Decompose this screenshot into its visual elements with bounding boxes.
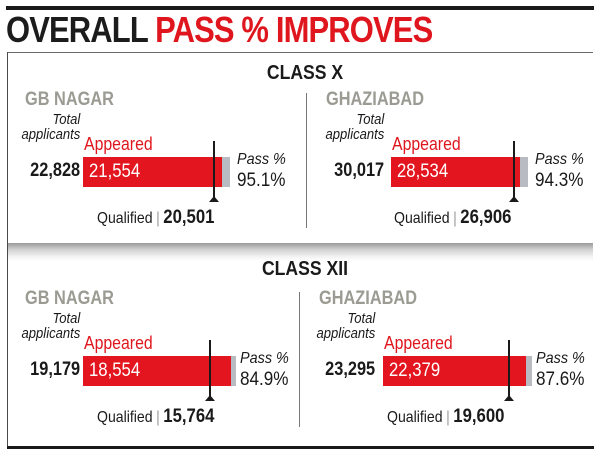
section-title-class-xii: CLASS XII — [261, 258, 349, 280]
total-label: Total applicants — [316, 312, 375, 342]
appeared-value: 28,534 — [397, 161, 449, 182]
appeared-value: 18,554 — [89, 360, 141, 381]
appeared-value: 22,379 — [389, 360, 441, 381]
qualified-marker-arrow-icon — [508, 196, 519, 202]
district-name: GHAZIABAD — [326, 89, 425, 110]
total-label-line1: Total — [356, 112, 384, 128]
qualified-row: Qualified | 15,764 — [97, 406, 214, 429]
separator: | — [156, 409, 160, 426]
total-label-line2: applicants — [21, 326, 80, 342]
qualified-value: 15,764 — [163, 406, 215, 427]
appeared-label: Appeared — [384, 333, 453, 353]
total-label-line2: applicants — [325, 127, 384, 143]
qualified-label: Qualified — [97, 409, 153, 426]
qualified-marker-arrow-icon — [503, 395, 514, 401]
qualified-label: Qualified — [387, 409, 443, 426]
pass-value: 87.6% — [536, 369, 585, 390]
total-label-line2: applicants — [21, 127, 80, 143]
separator: | — [156, 210, 160, 227]
panel-class-x-gb-nagar: GB NAGAR Total applicants 22,828 Appeare… — [21, 89, 315, 249]
appeared-bar — [83, 157, 222, 187]
panel-class-x-ghaziabad: GHAZIABAD Total applicants 30,017 Appear… — [325, 89, 600, 249]
qualified-marker-line — [513, 141, 515, 200]
qualified-row: Qualified | 19,600 — [387, 406, 504, 429]
total-label-line1: Total — [52, 311, 80, 327]
panel-class-xii-ghaziabad: GHAZIABAD Total applicants 23,295 Appear… — [316, 288, 600, 448]
total-applicants-value: 23,295 — [325, 359, 375, 380]
qualified-marker-line — [209, 340, 211, 399]
appeared-bar — [391, 157, 520, 187]
top-rule — [6, 6, 594, 10]
frame-bottom-border — [7, 446, 594, 449]
qualified-marker-arrow-icon — [204, 395, 215, 401]
appeared-label: Appeared — [84, 134, 153, 154]
qualified-marker-line — [508, 340, 510, 399]
headline-red: PASS % IMPROVES — [155, 9, 433, 50]
appeared-label: Appeared — [84, 333, 153, 353]
appeared-label: Appeared — [392, 134, 461, 154]
appeared-bar — [83, 356, 231, 386]
separator: | — [446, 409, 450, 426]
class-x-divider — [306, 93, 307, 228]
total-label-line1: Total — [52, 112, 80, 128]
headline-black: OVERALL — [6, 9, 148, 50]
qualified-value: 19,600 — [453, 406, 505, 427]
frame-top-border — [7, 52, 593, 53]
class-xii-divider — [299, 292, 300, 427]
pass-label: Pass % — [536, 350, 585, 367]
pass-label: Pass % — [237, 151, 286, 168]
qualified-marker-arrow-icon — [208, 196, 219, 202]
separator: | — [453, 210, 457, 227]
frame-left-border — [7, 52, 8, 448]
district-name: GB NAGAR — [25, 288, 114, 309]
total-applicants-value: 30,017 — [334, 160, 384, 181]
pass-label: Pass % — [240, 350, 289, 367]
qualified-marker-line — [213, 141, 215, 200]
total-label-line1: Total — [347, 311, 375, 327]
qualified-label: Qualified — [97, 210, 153, 227]
headline: OVERALL PASS % IMPROVES — [6, 9, 433, 50]
panel-class-xii-gb-nagar: GB NAGAR Total applicants 19,179 Appeare… — [21, 288, 315, 448]
section-title-class-x: CLASS X — [266, 62, 344, 84]
qualified-value: 20,501 — [163, 207, 215, 228]
total-label: Total applicants — [21, 312, 80, 342]
qualified-value: 26,906 — [460, 207, 512, 228]
pass-value: 84.9% — [240, 369, 289, 390]
total-label: Total applicants — [325, 113, 384, 143]
pass-value: 94.3% — [535, 170, 584, 191]
qualified-label: Qualified — [394, 210, 450, 227]
appeared-bar — [383, 356, 526, 386]
district-name: GB NAGAR — [25, 89, 114, 110]
total-applicants-value: 19,179 — [30, 359, 80, 380]
section-separator — [8, 243, 593, 261]
appeared-value: 21,554 — [89, 161, 141, 182]
total-label-line2: applicants — [316, 326, 375, 342]
qualified-row: Qualified | 26,906 — [394, 207, 511, 230]
total-applicants-value: 22,828 — [30, 160, 80, 181]
total-label: Total applicants — [21, 113, 80, 143]
pass-label: Pass % — [535, 151, 584, 168]
qualified-row: Qualified | 20,501 — [97, 207, 214, 230]
pass-value: 95.1% — [237, 170, 286, 191]
district-name: GHAZIABAD — [319, 288, 418, 309]
